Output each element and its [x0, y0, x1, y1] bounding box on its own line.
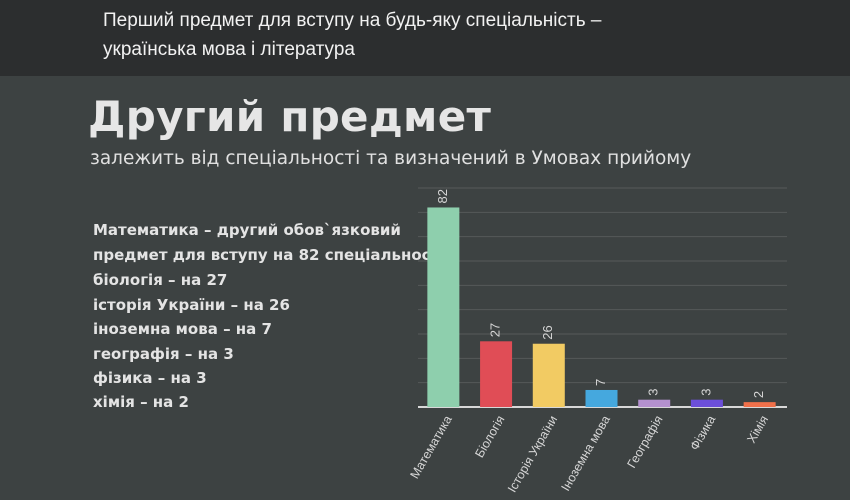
bar — [690, 399, 723, 407]
info-line-6: географія – на 3 — [93, 345, 234, 363]
bar — [585, 389, 618, 407]
category-label: Хімія — [744, 413, 771, 445]
bar — [532, 343, 565, 407]
bar — [427, 207, 460, 407]
data-label: 26 — [540, 325, 555, 339]
data-label: 82 — [435, 189, 450, 203]
bar — [638, 399, 671, 407]
chart-gridlines — [418, 187, 787, 408]
category-label: Фізика — [687, 413, 718, 453]
data-label: 3 — [646, 388, 661, 395]
info-line-5: іноземна мова – на 7 — [93, 320, 272, 338]
category-label: Іноземна мова — [559, 413, 613, 493]
bar — [480, 341, 513, 407]
chart-data-labels: 82 27 26 7 3 3 2 — [435, 189, 766, 398]
header-line-1: Перший предмет для вступу на будь-яку сп… — [103, 10, 602, 31]
data-label: 27 — [488, 323, 503, 337]
data-label: 3 — [698, 388, 713, 395]
category-label: Історія України — [505, 413, 560, 495]
header-banner: Перший предмет для вступу на будь-яку сп… — [0, 0, 850, 76]
category-label: Математика — [407, 413, 454, 481]
data-label: 2 — [751, 391, 766, 398]
bar — [743, 402, 776, 407]
category-label: Географія — [624, 413, 665, 470]
page-title: Другий предмет — [88, 92, 492, 141]
info-line-1: Математика – другий обов`язковий — [93, 221, 401, 239]
info-line-8: хімія – на 2 — [93, 393, 189, 411]
header-line-2: українська мова і література — [103, 39, 355, 60]
info-line-2: предмет для вступу на 82 спеціальності — [93, 246, 445, 264]
category-label: Біологія — [472, 413, 507, 460]
info-line-7: фізика – на 3 — [93, 369, 207, 387]
data-label: 7 — [593, 379, 608, 386]
info-line-4: історія України – на 26 — [93, 296, 290, 314]
info-line-3: біологія – на 27 — [93, 271, 228, 289]
page-subtitle: залежить від спеціальності та визначений… — [90, 148, 692, 169]
chart-bars — [427, 207, 776, 407]
